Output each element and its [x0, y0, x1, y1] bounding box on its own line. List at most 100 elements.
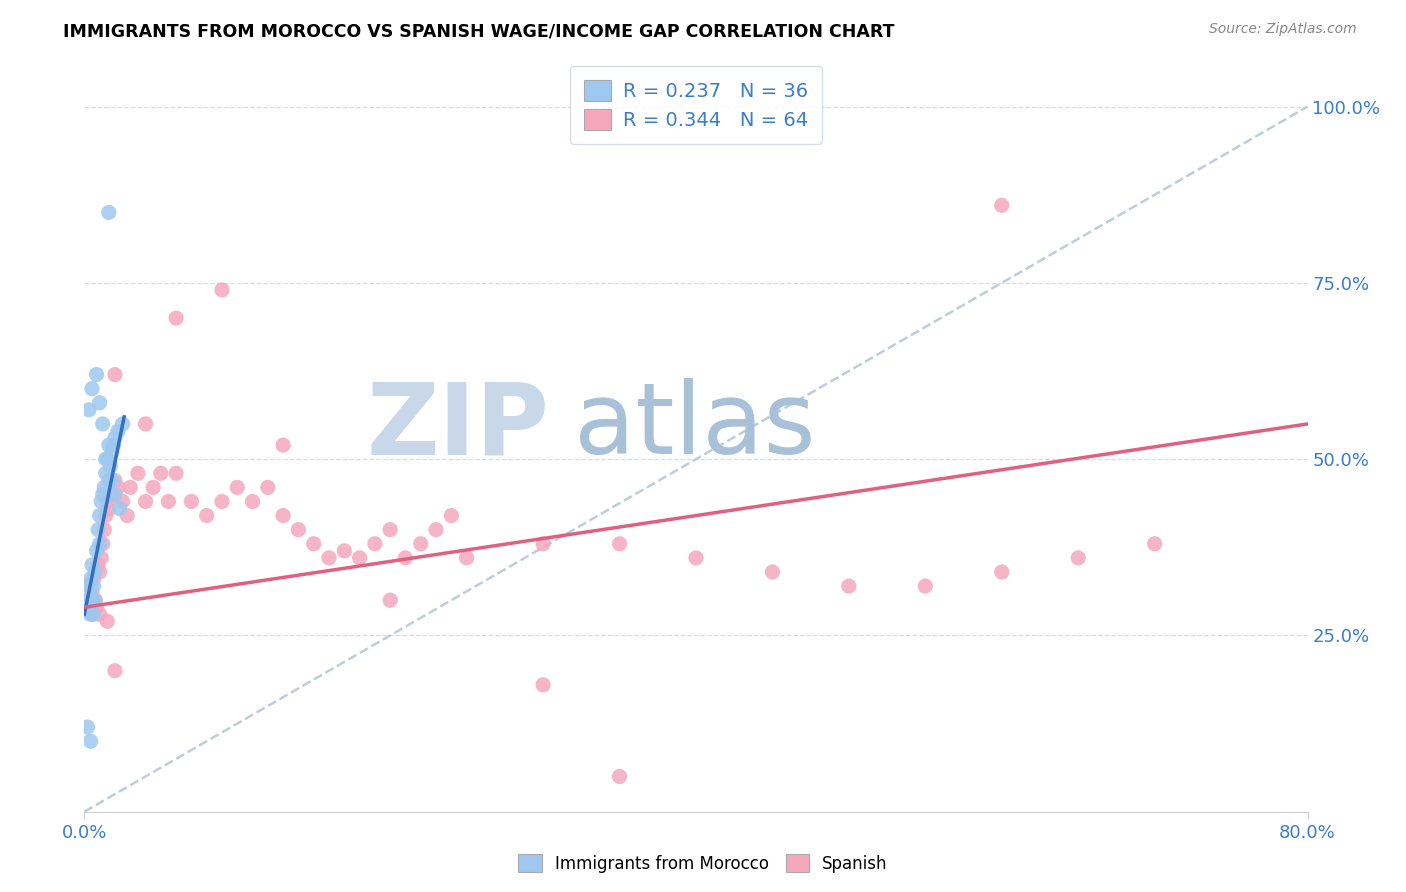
Point — [98, 459, 121, 474]
Point — [101, 487, 124, 501]
Point — [104, 431, 127, 445]
Legend: R = 0.237   N = 36, R = 0.344   N = 64: R = 0.237 N = 36, R = 0.344 N = 64 — [571, 66, 821, 144]
Point — [609, 537, 631, 551]
Point — [90, 550, 112, 565]
Point — [142, 480, 165, 494]
Point — [77, 579, 100, 593]
Point — [531, 678, 554, 692]
Point — [89, 607, 111, 622]
Point — [94, 508, 117, 523]
Point — [257, 480, 280, 494]
Point — [76, 593, 98, 607]
Point — [94, 452, 117, 467]
Point — [165, 467, 187, 481]
Point — [91, 417, 114, 431]
Point — [271, 438, 294, 452]
Point — [79, 607, 101, 622]
Point — [79, 734, 101, 748]
Point — [97, 438, 120, 452]
Point — [93, 523, 115, 537]
Point — [531, 537, 554, 551]
Point — [94, 467, 117, 481]
Point — [242, 494, 264, 508]
Point — [456, 550, 478, 565]
Point — [101, 445, 124, 459]
Point — [86, 544, 108, 558]
Point — [180, 494, 202, 508]
Point — [80, 558, 103, 572]
Point — [80, 382, 103, 396]
Point — [349, 550, 371, 565]
Point — [83, 607, 105, 622]
Point — [838, 579, 860, 593]
Point — [103, 438, 125, 452]
Point — [80, 607, 103, 622]
Point — [77, 579, 100, 593]
Point — [108, 501, 131, 516]
Text: IMMIGRANTS FROM MOROCCO VS SPANISH WAGE/INCOME GAP CORRELATION CHART: IMMIGRANTS FROM MOROCCO VS SPANISH WAGE/… — [63, 22, 894, 40]
Point — [111, 494, 134, 508]
Text: Source: ZipAtlas.com: Source: ZipAtlas.com — [1209, 22, 1357, 37]
Point — [127, 467, 149, 481]
Point — [89, 537, 111, 551]
Point — [135, 417, 157, 431]
Point — [97, 501, 120, 516]
Point — [302, 537, 325, 551]
Point — [101, 473, 124, 487]
Point — [96, 494, 118, 508]
Point — [104, 664, 127, 678]
Point — [333, 544, 356, 558]
Text: ZIP: ZIP — [367, 378, 550, 475]
Point — [89, 396, 111, 410]
Point — [104, 473, 127, 487]
Point — [87, 558, 110, 572]
Point — [84, 593, 107, 607]
Text: atlas: atlas — [574, 378, 815, 475]
Point — [97, 473, 120, 487]
Point — [93, 480, 115, 494]
Point — [991, 565, 1014, 579]
Point — [761, 565, 783, 579]
Point — [226, 480, 249, 494]
Point — [991, 198, 1014, 212]
Point — [157, 494, 180, 508]
Point — [271, 508, 294, 523]
Point — [107, 480, 129, 494]
Point — [91, 537, 114, 551]
Point — [83, 579, 105, 593]
Point — [115, 508, 138, 523]
Point — [440, 508, 463, 523]
Point — [89, 508, 111, 523]
Point — [111, 417, 134, 431]
Point — [87, 523, 110, 537]
Point — [211, 494, 233, 508]
Point — [84, 593, 107, 607]
Point — [79, 593, 101, 607]
Point — [685, 550, 707, 565]
Point — [1143, 537, 1166, 551]
Point — [195, 508, 218, 523]
Point — [135, 494, 157, 508]
Point — [609, 769, 631, 783]
Point — [76, 720, 98, 734]
Point — [83, 572, 105, 586]
Point — [380, 523, 402, 537]
Point — [364, 537, 387, 551]
Point — [89, 565, 111, 579]
Point — [80, 593, 103, 607]
Point — [914, 579, 936, 593]
Point — [96, 452, 118, 467]
Point — [96, 615, 118, 629]
Point — [318, 550, 340, 565]
Point — [91, 487, 114, 501]
Point — [90, 494, 112, 508]
Point — [425, 523, 447, 537]
Point — [86, 600, 108, 615]
Point — [287, 523, 309, 537]
Point — [149, 467, 172, 481]
Point — [1067, 550, 1090, 565]
Point — [120, 480, 142, 494]
Legend: Immigrants from Morocco, Spanish: Immigrants from Morocco, Spanish — [512, 847, 894, 880]
Point — [79, 572, 101, 586]
Point — [97, 205, 120, 219]
